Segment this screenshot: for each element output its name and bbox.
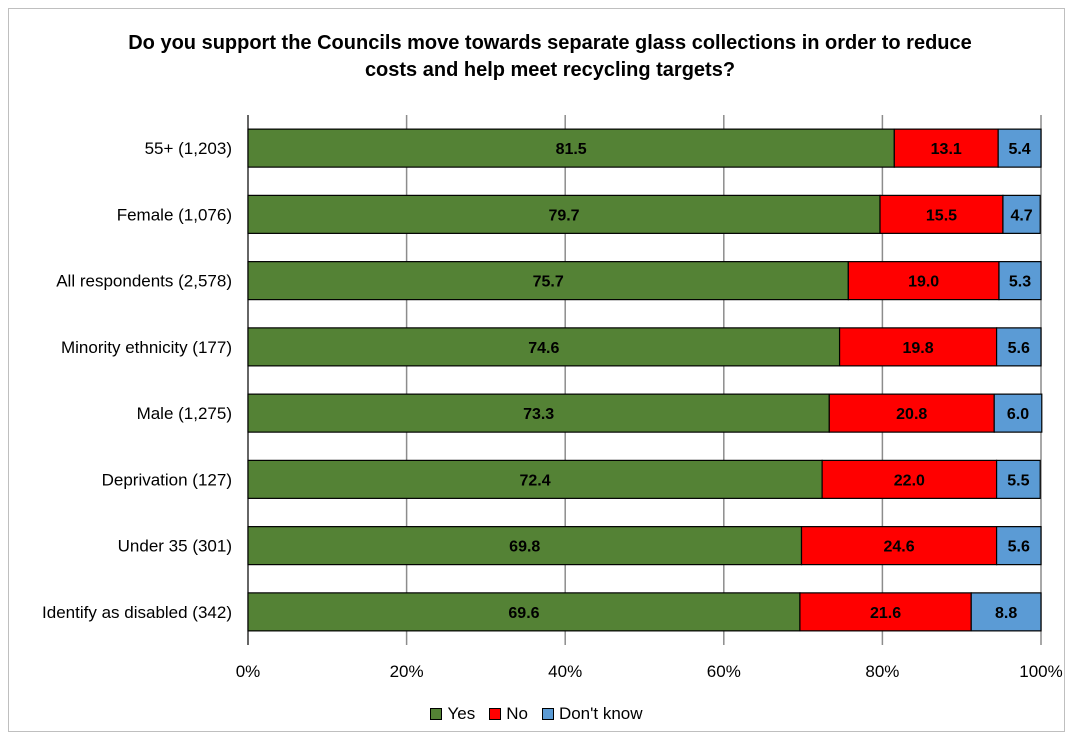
- data-label: 21.6: [870, 605, 901, 622]
- data-label: 6.0: [1007, 406, 1029, 423]
- bar-segment-don-t-know: [1002, 194, 1041, 234]
- bar-segment-don-t-know: [995, 327, 1042, 367]
- category-label: 55+ (1,203): [145, 139, 232, 158]
- bar-segment-no: [828, 393, 995, 433]
- legend-swatch-dont-know: [541, 708, 554, 720]
- bar-segment-don-t-know: [993, 393, 1043, 433]
- data-label: 13.1: [931, 141, 962, 158]
- data-label: 79.7: [548, 207, 579, 224]
- bar-segment-don-t-know: [998, 261, 1042, 301]
- data-label: 5.6: [1008, 340, 1030, 357]
- bar-chart: 0% 20% 40% 60% 80% 100% 55+ (1,203) 81.5 13.1 5.4…: [42, 115, 1063, 681]
- data-label: 72.4: [519, 472, 550, 489]
- x-tick-label: 80%: [865, 662, 899, 681]
- legend-item-dont-know: Don't know: [541, 704, 643, 724]
- data-label: 5.6: [1008, 539, 1030, 556]
- bar-segment-yes: [247, 393, 830, 433]
- bar-segment-no: [821, 459, 998, 499]
- legend-label-no: No: [506, 704, 528, 723]
- data-label: 5.4: [1008, 141, 1030, 158]
- x-tick-label: 100%: [1019, 662, 1062, 681]
- x-tick-label: 60%: [707, 662, 741, 681]
- bar-segment-yes: [247, 459, 823, 499]
- category-label: Minority ethnicity (177): [61, 338, 232, 357]
- legend-item-yes: Yes: [430, 704, 475, 724]
- data-label: 69.6: [508, 605, 539, 622]
- legend-label-yes: Yes: [447, 704, 476, 723]
- bar-segment-don-t-know: [995, 459, 1041, 499]
- data-label: 19.8: [903, 340, 934, 357]
- data-label: 75.7: [533, 274, 564, 291]
- data-label: 5.5: [1007, 472, 1029, 489]
- data-label: 24.6: [883, 539, 914, 556]
- legend-swatch-yes: [430, 708, 443, 720]
- legend: Yes No Don't know: [0, 704, 1073, 724]
- legend-label-dont-know: Don't know: [558, 704, 643, 723]
- bar-segment-no: [879, 194, 1004, 234]
- bar-segment-no: [800, 526, 998, 566]
- x-tick-label: 0%: [236, 662, 261, 681]
- chart-title: Do you support the Councils move towards…: [128, 32, 972, 81]
- legend-item-no: No: [489, 704, 528, 724]
- bar-segment-don-t-know: [970, 592, 1042, 632]
- data-label: 69.8: [509, 539, 540, 556]
- data-label: 5.3: [1009, 274, 1031, 291]
- data-label: 15.5: [926, 207, 957, 224]
- data-label: 22.0: [894, 472, 925, 489]
- bar-segment-yes: [247, 128, 895, 168]
- data-label: 73.3: [523, 406, 554, 423]
- category-label: Male (1,275): [137, 404, 232, 423]
- bar-segment-yes: [247, 592, 801, 632]
- bar-segment-no: [838, 327, 998, 367]
- category-label: Female (1,076): [117, 205, 232, 224]
- category-label: All respondents (2,578): [56, 272, 232, 291]
- category-label: Under 35 (301): [118, 537, 232, 556]
- legend-swatch-no: [489, 708, 502, 720]
- bar-segment-yes: [247, 261, 849, 301]
- bar-segment-yes: [247, 526, 803, 566]
- data-label: 81.5: [556, 141, 587, 158]
- x-tick-label: 20%: [390, 662, 424, 681]
- data-label: 8.8: [995, 605, 1017, 622]
- x-tick-label: 40%: [548, 662, 582, 681]
- data-label: 19.0: [908, 274, 939, 291]
- bar-segment-don-t-know: [997, 128, 1042, 168]
- category-label: Identify as disabled (342): [42, 603, 232, 622]
- bar-segment-don-t-know: [995, 526, 1042, 566]
- category-label: Deprivation (127): [102, 470, 232, 489]
- data-label: 4.7: [1010, 207, 1032, 224]
- data-label: 20.8: [896, 406, 927, 423]
- data-label: 74.6: [528, 340, 559, 357]
- bar-segment-no: [799, 592, 972, 632]
- bar-segment-yes: [247, 194, 881, 234]
